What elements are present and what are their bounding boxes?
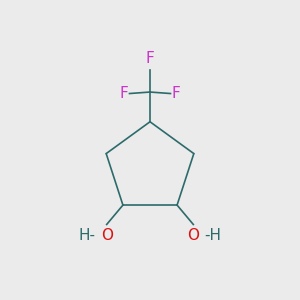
Text: -H: -H xyxy=(205,228,222,243)
Text: F: F xyxy=(172,86,180,101)
Text: O: O xyxy=(187,228,199,243)
Text: H-: H- xyxy=(78,228,95,243)
Text: F: F xyxy=(146,51,154,66)
Text: O: O xyxy=(101,228,113,243)
Text: F: F xyxy=(120,86,128,101)
